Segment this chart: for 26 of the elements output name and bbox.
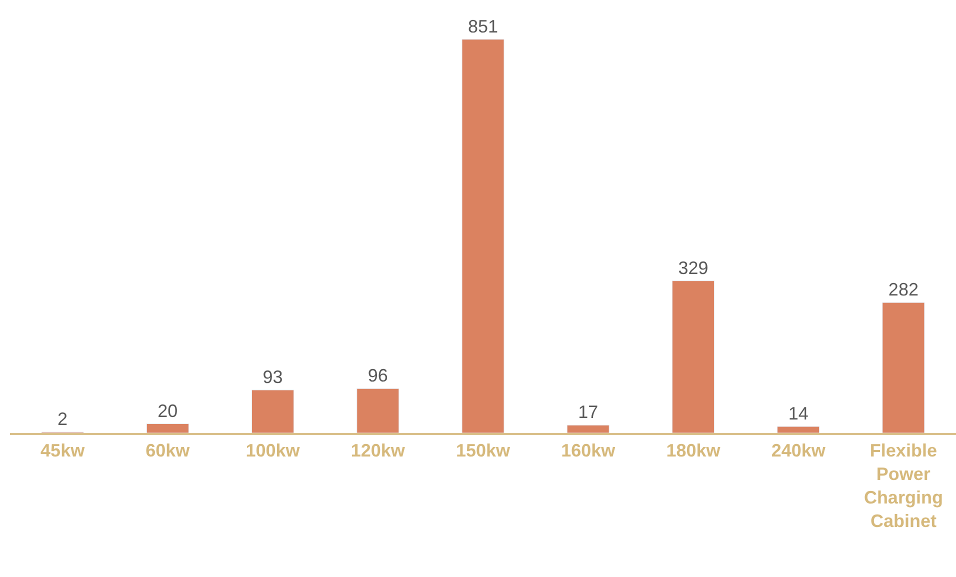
data-label: 2 (58, 409, 68, 430)
bar (672, 280, 714, 433)
bar (462, 39, 504, 433)
data-label: 96 (368, 366, 388, 386)
bar (356, 388, 400, 433)
bar (146, 424, 189, 433)
bar (566, 424, 610, 433)
bar (882, 302, 925, 433)
x-tick-label: 60kw (146, 440, 191, 461)
x-tick-label: 45kw (40, 440, 86, 461)
data-label: 14 (788, 404, 808, 424)
x-tick-label: 150kw (456, 440, 512, 461)
data-label: 17 (578, 402, 598, 422)
bar (252, 390, 294, 433)
data-label: 282 (888, 280, 918, 300)
x-tick-label: Flexible Power Charging Cabinet (864, 440, 943, 531)
x-tick-label: 120kw (350, 440, 406, 461)
data-label: 329 (678, 258, 708, 278)
x-tick-label: 100kw (246, 440, 301, 461)
bar (777, 426, 820, 433)
data-label: 851 (468, 16, 498, 36)
x-tick-label: 180kw (666, 440, 722, 461)
x-tick-label: 240kw (771, 440, 826, 461)
data-label: 93 (262, 366, 283, 387)
data-label: 20 (158, 400, 178, 421)
x-tick-label: 160kw (561, 440, 616, 461)
